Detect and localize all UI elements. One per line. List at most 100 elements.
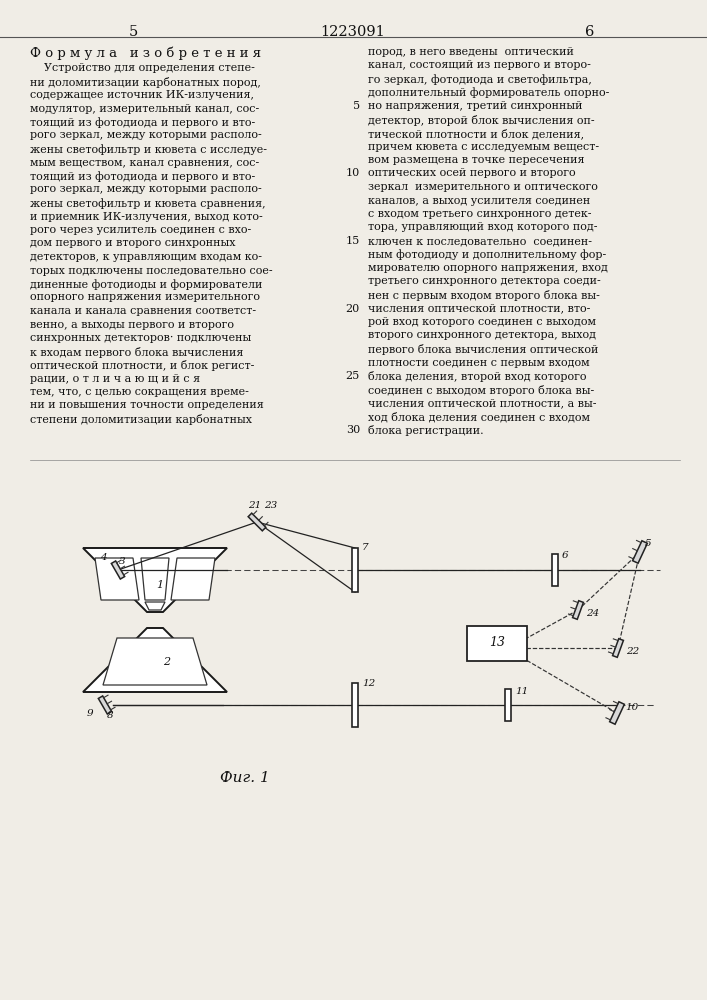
Bar [505, 689, 511, 721]
Text: мым веществом, канал сравнения, сос-: мым веществом, канал сравнения, сос- [30, 157, 259, 167]
Text: каналов, а выход усилителя соединен: каналов, а выход усилителя соединен [368, 196, 590, 206]
Text: 22: 22 [626, 647, 639, 656]
Text: 30: 30 [346, 425, 360, 435]
Text: 20: 20 [346, 304, 360, 314]
Text: дополнительный формирователь опорно-: дополнительный формирователь опорно- [368, 88, 609, 98]
Text: 5: 5 [353, 101, 360, 111]
Polygon shape [103, 638, 207, 685]
Bar [467, 626, 527, 660]
Text: числения оптической плотности, а вы-: числения оптической плотности, а вы- [368, 398, 597, 408]
Text: канал, состоящий из первого и второ-: канал, состоящий из первого и второ- [368, 60, 591, 70]
Text: плотности соединен с первым входом: плотности соединен с первым входом [368, 358, 590, 367]
Bar [352, 548, 358, 592]
Text: рой вход которого соединен с выходом: рой вход которого соединен с выходом [368, 317, 596, 327]
Text: третьего синхронного детектора соеди-: третьего синхронного детектора соеди- [368, 276, 601, 286]
Text: содержащее источник ИК-излучения,: содержащее источник ИК-излучения, [30, 90, 254, 100]
Text: 25: 25 [346, 371, 360, 381]
Text: дом первого и второго синхронных: дом первого и второго синхронных [30, 238, 235, 248]
Text: диненные фотодиоды и формирователи: диненные фотодиоды и формирователи [30, 279, 262, 290]
Bar [552, 554, 558, 586]
Polygon shape [141, 558, 169, 600]
Text: 5: 5 [129, 25, 138, 39]
Text: ход блока деления соединен с входом: ход блока деления соединен с входом [368, 412, 590, 422]
Polygon shape [111, 561, 124, 579]
Text: 8: 8 [107, 710, 113, 720]
Text: тора, управляющий вход которого под-: тора, управляющий вход которого под- [368, 223, 597, 232]
Text: 2: 2 [163, 657, 170, 667]
Text: венно, а выходы первого и второго: венно, а выходы первого и второго [30, 320, 234, 330]
Text: тем, что, с целью сокращения време-: тем, что, с целью сокращения време- [30, 387, 249, 397]
Text: нен с первым входом второго блока вы-: нен с первым входом второго блока вы- [368, 290, 600, 301]
Text: детектор, второй блок вычисления оп-: детектор, второй блок вычисления оп- [368, 114, 595, 125]
Text: Устройство для определения степе-: Устройство для определения степе- [30, 63, 255, 73]
Text: с входом третьего синхронного детек-: с входом третьего синхронного детек- [368, 209, 592, 219]
Text: 1: 1 [156, 580, 163, 590]
Text: числения оптической плотности, вто-: числения оптической плотности, вто- [368, 304, 590, 314]
Text: рого зеркал, между которыми располо-: рого зеркал, между которыми располо- [30, 130, 262, 140]
Polygon shape [248, 513, 266, 531]
Text: рации, о т л и ч а ю щ и й с я: рации, о т л и ч а ю щ и й с я [30, 373, 200, 383]
Text: блока деления, второй вход которого: блока деления, второй вход которого [368, 371, 587, 382]
Text: детекторов, к управляющим входам ко-: детекторов, к управляющим входам ко- [30, 252, 262, 262]
Polygon shape [171, 558, 215, 600]
Text: 9: 9 [87, 708, 93, 718]
Text: 23: 23 [264, 502, 278, 510]
Text: пород, в него введены  оптический: пород, в него введены оптический [368, 47, 574, 57]
Text: но напряжения, третий синхронный: но напряжения, третий синхронный [368, 101, 583, 111]
Text: степени доломитизации карбонатных: степени доломитизации карбонатных [30, 414, 252, 425]
Polygon shape [83, 628, 227, 692]
Text: канала и канала сравнения соответст-: канала и канала сравнения соответст- [30, 306, 256, 316]
Text: второго синхронного детектора, выход: второго синхронного детектора, выход [368, 330, 596, 340]
Text: торых подключены последовательно сое-: торых подключены последовательно сое- [30, 265, 273, 275]
Text: 7: 7 [362, 544, 368, 552]
Text: причем кювета с исследуемым вещест-: причем кювета с исследуемым вещест- [368, 141, 599, 151]
Text: модулятор, измерительный канал, сос-: модулятор, измерительный канал, сос- [30, 104, 259, 113]
Text: 3: 3 [119, 558, 125, 566]
Text: блока регистрации.: блока регистрации. [368, 425, 484, 436]
Polygon shape [95, 558, 139, 600]
Polygon shape [573, 601, 583, 619]
Text: 6: 6 [562, 552, 568, 560]
Polygon shape [145, 602, 165, 610]
Text: первого блока вычисления оптической: первого блока вычисления оптической [368, 344, 598, 355]
Text: 15: 15 [346, 236, 360, 246]
Text: 6: 6 [585, 25, 595, 39]
Text: соединен с выходом второго блока вы-: соединен с выходом второго блока вы- [368, 384, 595, 395]
Text: опорного напряжения измерительного: опорного напряжения измерительного [30, 292, 260, 302]
Text: зеркал  измерительного и оптического: зеркал измерительного и оптического [368, 182, 598, 192]
Text: ключен к последовательно  соединен-: ключен к последовательно соединен- [368, 236, 592, 246]
Text: к входам первого блока вычисления: к входам первого блока вычисления [30, 347, 243, 358]
Text: 1223091: 1223091 [321, 25, 385, 39]
Text: рого зеркал, между которыми располо-: рого зеркал, между которыми располо- [30, 184, 262, 194]
Text: 13: 13 [489, 637, 505, 650]
Text: жены светофильтр и кювета сравнения,: жены светофильтр и кювета сравнения, [30, 198, 266, 209]
Text: оптической плотности, и блок регист-: оптической плотности, и блок регист- [30, 360, 255, 371]
Polygon shape [633, 541, 648, 563]
Text: 10: 10 [625, 704, 638, 712]
Text: 24: 24 [586, 608, 600, 617]
Text: рого через усилитель соединен с вхо-: рого через усилитель соединен с вхо- [30, 225, 251, 235]
Polygon shape [612, 639, 624, 657]
Text: тической плотности и блок деления,: тической плотности и блок деления, [368, 128, 584, 139]
Text: 11: 11 [515, 686, 528, 696]
Text: ным фотодиоду и дополнительному фор-: ным фотодиоду и дополнительному фор- [368, 249, 606, 260]
Text: го зеркал, фотодиода и светофильтра,: го зеркал, фотодиода и светофильтра, [368, 74, 592, 85]
Text: тоящий из фотодиода и первого и вто-: тоящий из фотодиода и первого и вто- [30, 171, 255, 182]
Bar [352, 683, 358, 727]
Text: Фиг. 1: Фиг. 1 [220, 771, 270, 785]
Polygon shape [98, 696, 112, 714]
Text: 10: 10 [346, 168, 360, 178]
Text: Ф о р м у л а   и з о б р е т е н и я: Ф о р м у л а и з о б р е т е н и я [30, 47, 261, 60]
Text: вом размещена в точке пересечения: вом размещена в точке пересечения [368, 155, 585, 165]
Text: 12: 12 [362, 678, 375, 688]
Text: 4: 4 [100, 554, 106, 562]
Text: оптических осей первого и второго: оптических осей первого и второго [368, 168, 575, 178]
Text: жены светофильтр и кювета с исследуе-: жены светофильтр и кювета с исследуе- [30, 144, 267, 155]
Text: ни доломитизации карбонатных пород,: ни доломитизации карбонатных пород, [30, 77, 261, 88]
Polygon shape [609, 702, 624, 724]
Text: мирователю опорного напряжения, вход: мирователю опорного напряжения, вход [368, 263, 608, 273]
Polygon shape [83, 548, 227, 612]
Text: и приемник ИК-излучения, выход кото-: и приемник ИК-излучения, выход кото- [30, 212, 263, 222]
Text: синхронных детекторов· подключены: синхронных детекторов· подключены [30, 333, 251, 343]
Text: 5: 5 [645, 540, 651, 548]
